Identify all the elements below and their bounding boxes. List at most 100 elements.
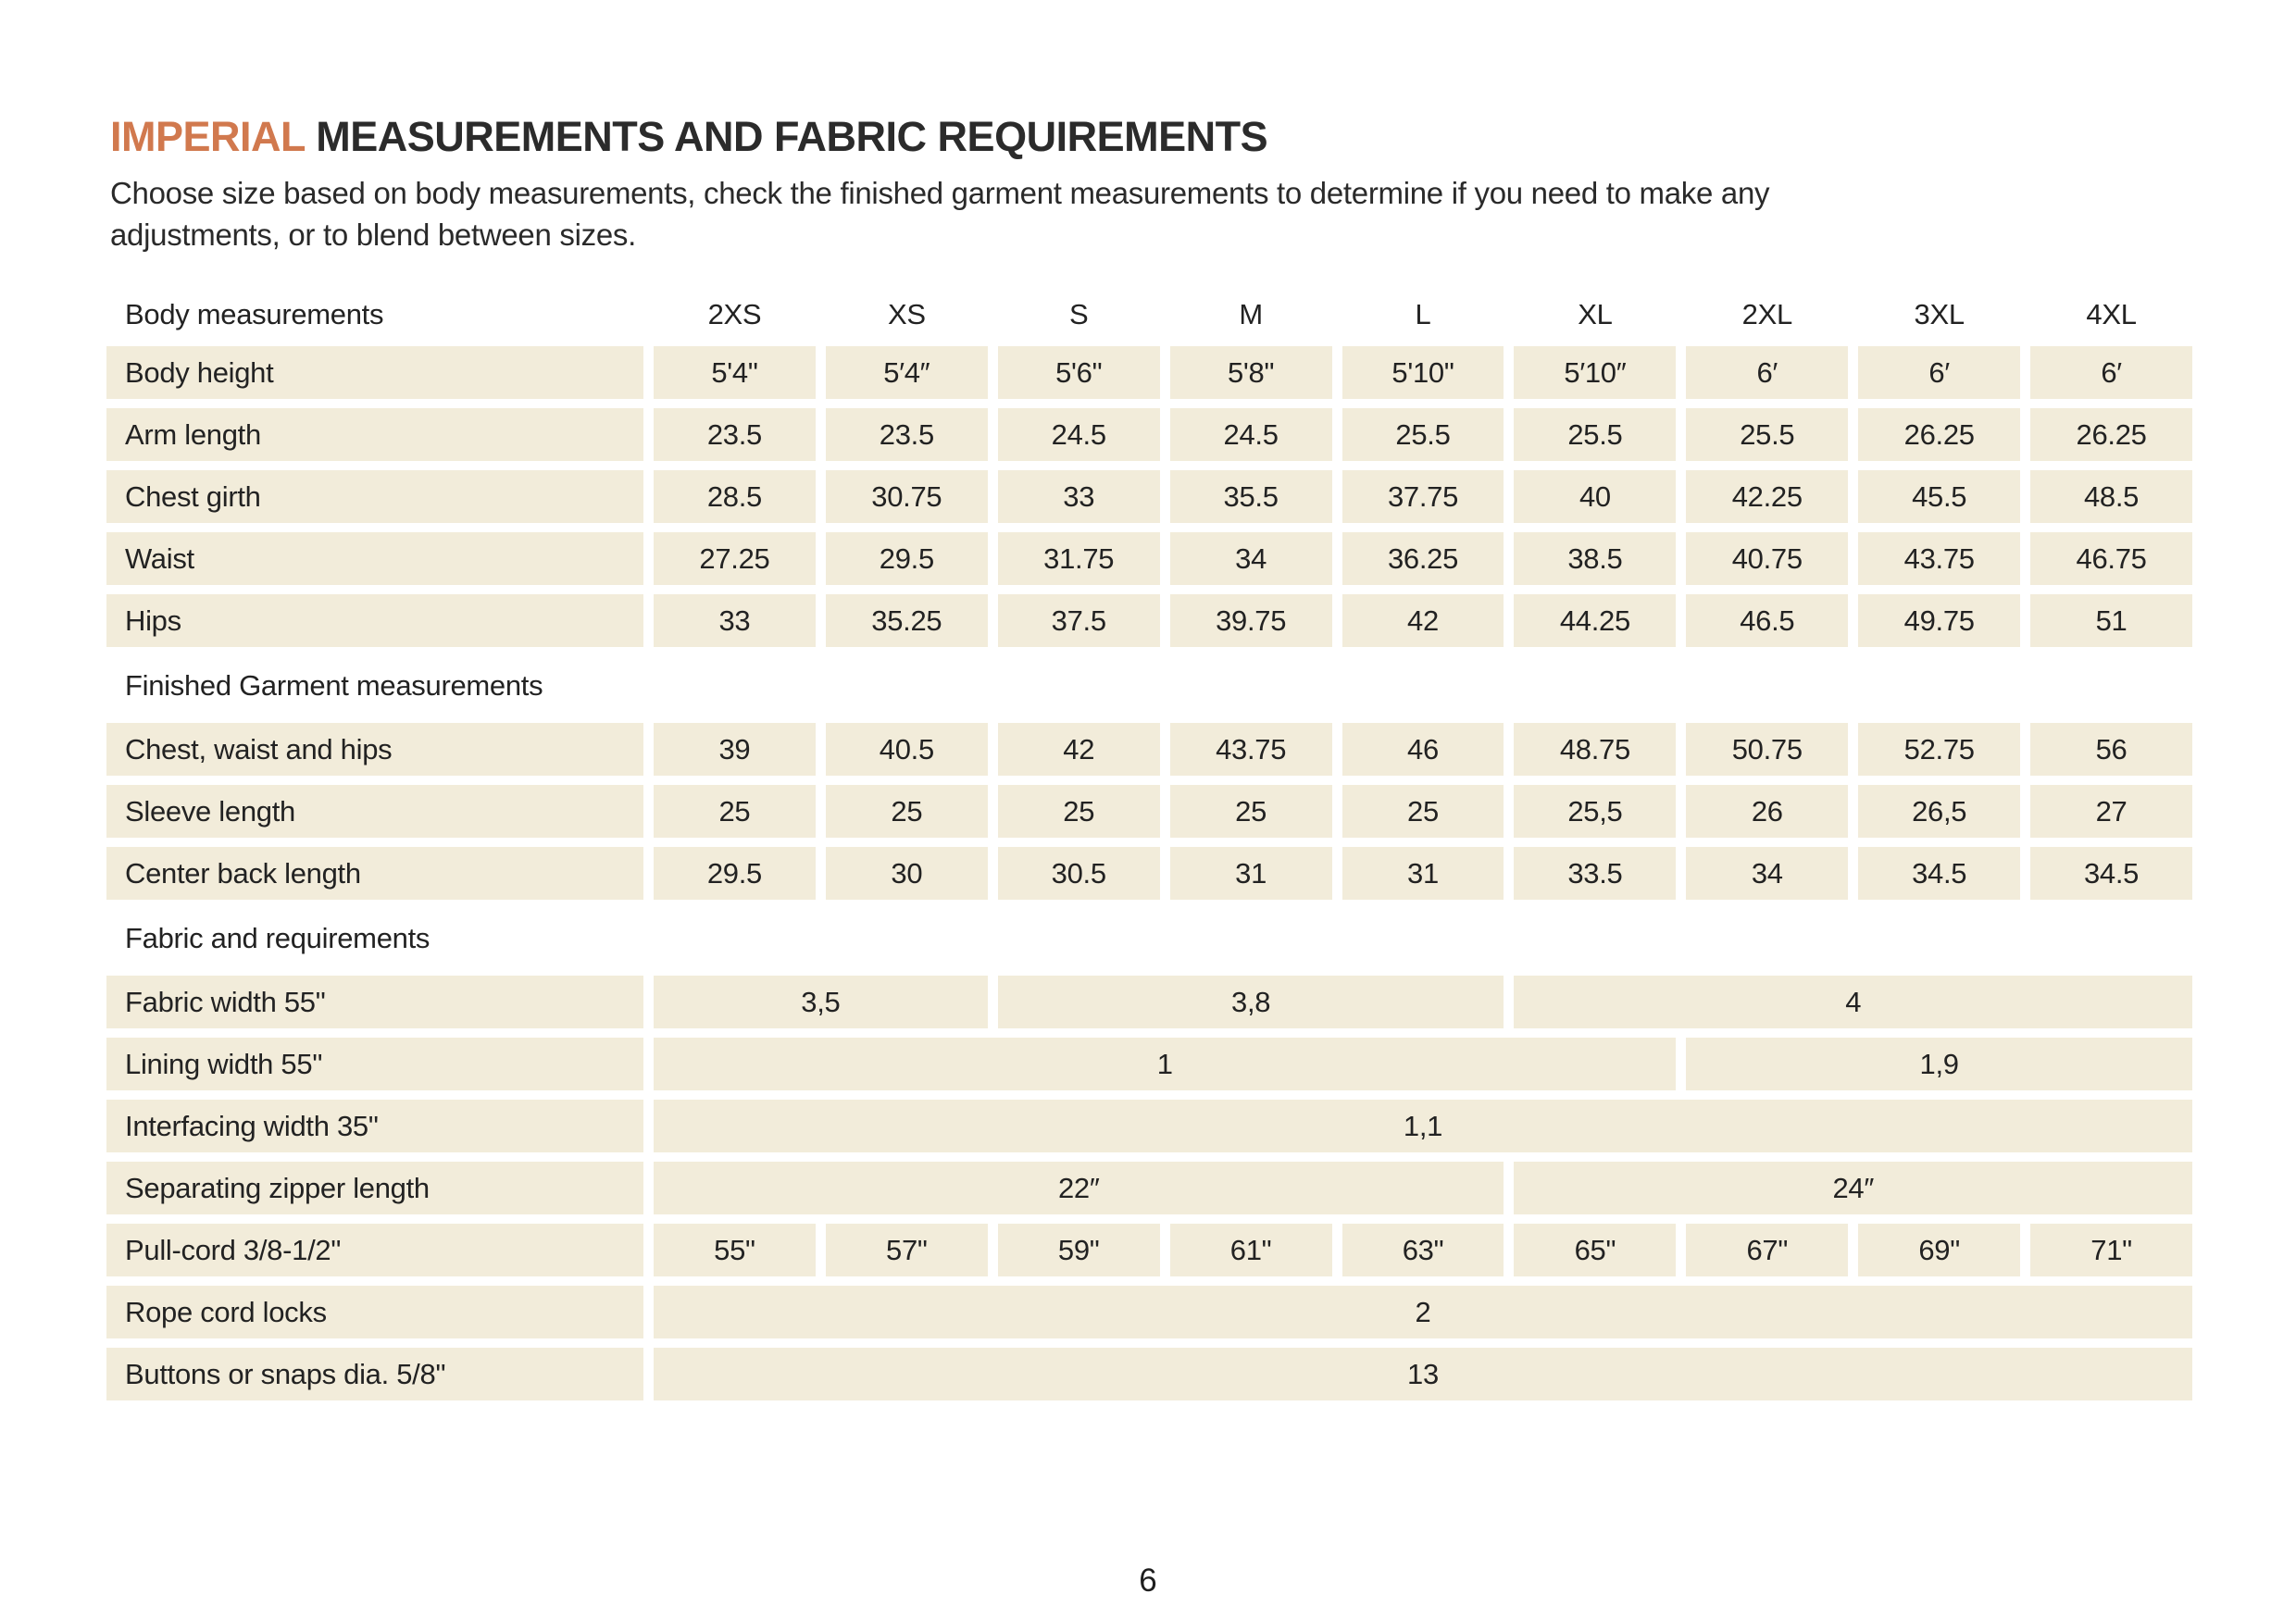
table-cell: 25 xyxy=(1169,785,1332,838)
table-cell: 51 xyxy=(2030,594,2192,647)
table-cell: 33 xyxy=(997,470,1160,523)
table-cell: 24″ xyxy=(1514,1162,2192,1214)
table-cell: 22″ xyxy=(654,1162,1504,1214)
table-cell: 3,5 xyxy=(654,976,988,1028)
table-cell: 23.5 xyxy=(825,408,988,461)
table-row: Interfacing width 35" 1,1 xyxy=(106,1100,2192,1152)
page-subtitle: Choose size based on body measurements, … xyxy=(110,172,2193,255)
table-cell: 46.5 xyxy=(1686,594,1849,647)
table-row: Waist 27.25 29.5 31.75 34 36.25 38.5 40.75 43.75… xyxy=(106,532,2192,585)
table-cell: 35.25 xyxy=(825,594,988,647)
table-cell: 5'4" xyxy=(654,346,816,399)
table-cell: 25 xyxy=(1341,785,1504,838)
table-cell: 25.5 xyxy=(1341,408,1504,461)
table-cell: 39.75 xyxy=(1169,594,1332,647)
table-cell: 29.5 xyxy=(825,532,988,585)
section-label: Finished Garment measurements xyxy=(125,669,543,702)
row-label: Fabric width 55" xyxy=(106,976,643,1028)
table-cell: 36.25 xyxy=(1341,532,1504,585)
table-cell: 37.75 xyxy=(1341,470,1504,523)
table-cell: 48.5 xyxy=(2030,470,2192,523)
table-cell: 56 xyxy=(2030,723,2192,776)
table-cell: 31 xyxy=(1169,847,1332,900)
table-cell: 52.75 xyxy=(1858,723,2021,776)
table-cell: 63" xyxy=(1341,1224,1504,1276)
table-cell: 26 xyxy=(1686,785,1849,838)
measurement-table: Body measurements 2XS XS S M L XL 2XL 3XL 4XL Bo… xyxy=(106,294,2192,1410)
table-cell: 5′10″ xyxy=(1514,346,1677,399)
column-header-2xl: 2XL xyxy=(1741,298,1793,330)
table-row: Body height 5'4" 5′4″ 5'6" 5'8" 5'10" 5′10″ 6′ 6… xyxy=(106,346,2192,399)
table-row: Center back length 29.5 30 30.5 31 31 33.5 34 34… xyxy=(106,847,2192,900)
table-cell: 40 xyxy=(1514,470,1677,523)
table-cell: 6′ xyxy=(1686,346,1849,399)
table-row: Chest, waist and hips 39 40.5 42 43.75 46 48.7… xyxy=(106,723,2192,776)
table-cell: 69" xyxy=(1858,1224,2021,1276)
table-cell: 26.25 xyxy=(2030,408,2192,461)
row-label: Pull-cord 3/8-1/2" xyxy=(106,1224,643,1276)
column-header-xl: XL xyxy=(1578,298,1613,330)
row-label: Waist xyxy=(106,532,643,585)
table-row: Fabric width 55" 3,5 3,8 4 xyxy=(106,976,2192,1028)
table-cell: 46 xyxy=(1341,723,1504,776)
table-cell: 24.5 xyxy=(997,408,1160,461)
row-label: Sleeve length xyxy=(106,785,643,838)
table-cell: 40.5 xyxy=(825,723,988,776)
table-cell: 33.5 xyxy=(1514,847,1677,900)
column-header-4xl: 4XL xyxy=(2086,298,2137,330)
table-cell: 50.75 xyxy=(1686,723,1849,776)
table-cell: 25 xyxy=(825,785,988,838)
table-row: Pull-cord 3/8-1/2" 55" 57" 59" 61" 63" 65" 67" 6… xyxy=(106,1224,2192,1276)
table-row: Sleeve length 25 25 25 25 25 25,5 26 26,5 27 xyxy=(106,785,2192,838)
table-cell: 27 xyxy=(2030,785,2192,838)
table-cell: 25,5 xyxy=(1514,785,1677,838)
table-cell: 31 xyxy=(1341,847,1504,900)
table-cell: 23.5 xyxy=(654,408,816,461)
table-cell: 1,1 xyxy=(654,1100,2192,1152)
table-cell: 24.5 xyxy=(1169,408,1332,461)
table-cell: 26,5 xyxy=(1858,785,2021,838)
header-label: Body measurements xyxy=(125,298,384,330)
table-cell: 26.25 xyxy=(1858,408,2021,461)
title-accent: IMPERIAL xyxy=(110,113,306,160)
section-label: Fabric and requirements xyxy=(125,922,430,954)
table-cell: 5'6" xyxy=(997,346,1160,399)
table-header-row: Body measurements 2XS XS S M L XL 2XL 3XL 4XL xyxy=(106,294,2192,335)
title-rest: MEASUREMENTS AND FABRIC REQUIREMENTS xyxy=(305,113,1268,160)
table-cell: 3,8 xyxy=(997,976,1504,1028)
row-label: Chest girth xyxy=(106,470,643,523)
row-label: Arm length xyxy=(106,408,643,461)
section-row: Fabric and requirements xyxy=(106,909,2192,968)
table-cell: 2 xyxy=(654,1286,2192,1338)
table-cell: 30.75 xyxy=(825,470,988,523)
table-row: Chest girth 28.5 30.75 33 35.5 37.75 40 42.25 45… xyxy=(106,470,2192,523)
table-cell: 30.5 xyxy=(997,847,1160,900)
column-header-3xl: 3XL xyxy=(1914,298,1965,330)
row-label: Chest, waist and hips xyxy=(106,723,643,776)
table-cell: 42 xyxy=(1341,594,1504,647)
table-cell: 34 xyxy=(1169,532,1332,585)
row-label: Body height xyxy=(106,346,643,399)
table-cell: 44.25 xyxy=(1514,594,1677,647)
table-cell: 34 xyxy=(1686,847,1849,900)
table-cell: 28.5 xyxy=(654,470,816,523)
table-row: Lining width 55" 1 1,9 xyxy=(106,1038,2192,1090)
column-header-2xs: 2XS xyxy=(707,298,762,330)
row-label: Interfacing width 35" xyxy=(106,1100,643,1152)
table-cell: 25.5 xyxy=(1686,408,1849,461)
table-cell: 29.5 xyxy=(654,847,816,900)
subtitle-line-1: Choose size based on body measurements, … xyxy=(110,176,1770,210)
table-cell: 39 xyxy=(654,723,816,776)
row-label: Buttons or snaps dia. 5/8" xyxy=(106,1348,643,1400)
table-cell: 55" xyxy=(654,1224,816,1276)
table-cell: 45.5 xyxy=(1858,470,2021,523)
table-cell: 6′ xyxy=(1858,346,2021,399)
table-cell: 37.5 xyxy=(997,594,1160,647)
table-row: Rope cord locks 2 xyxy=(106,1286,2192,1338)
table-cell: 25 xyxy=(997,785,1160,838)
table-cell: 34.5 xyxy=(2030,847,2192,900)
table-cell: 31.75 xyxy=(997,532,1160,585)
table-cell: 6′ xyxy=(2030,346,2192,399)
table-cell: 61" xyxy=(1169,1224,1332,1276)
